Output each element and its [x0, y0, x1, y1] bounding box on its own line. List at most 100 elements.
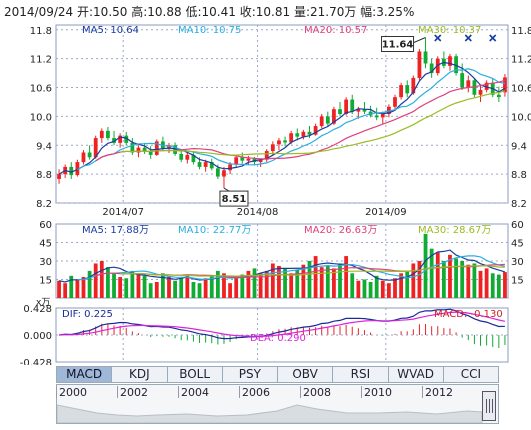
- candle-body: [417, 51, 422, 78]
- quote-header: 2014/09/24 开:10.50 高:10.88 低:10.41 收:10.…: [4, 3, 414, 20]
- candle-body: [319, 116, 324, 127]
- high-label: 高:: [131, 5, 148, 19]
- volume-tick-right: 30: [511, 257, 524, 268]
- candle-body: [191, 154, 196, 163]
- volume-bar: [258, 273, 263, 298]
- volume-bar: [179, 278, 184, 298]
- low-callout-label: 8.51: [222, 194, 247, 205]
- volume-bar: [93, 263, 98, 298]
- volume-bar: [325, 265, 330, 298]
- volume-bar: [313, 256, 318, 298]
- candle-body: [332, 109, 336, 124]
- candle-body: [374, 115, 379, 118]
- dif-line: [59, 308, 505, 340]
- volume-value: 21.70万: [309, 5, 357, 19]
- candle-body: [423, 51, 428, 64]
- timeline-year-tick: [422, 386, 423, 398]
- volume-bar: [209, 275, 214, 298]
- macd-tick-left: 0.428: [23, 304, 52, 315]
- price-tick-left: 11.2: [30, 55, 52, 66]
- candle-body: [185, 154, 190, 160]
- volume-bar: [423, 233, 428, 298]
- candle-body: [496, 94, 501, 98]
- volume-bar: [295, 269, 300, 298]
- volume-bar: [448, 254, 452, 298]
- volume-tick-right: 15: [511, 276, 524, 287]
- low-value: 10.41: [201, 5, 236, 19]
- price-tick-left: 10.0: [30, 112, 52, 123]
- volume-ma10-line: [77, 255, 506, 281]
- close-value: 10.81: [255, 5, 291, 19]
- quote-date: 2014/09/24: [4, 5, 74, 19]
- tab-boll[interactable]: BOLL: [168, 367, 223, 382]
- tab-rsi[interactable]: RSI: [333, 367, 389, 382]
- candle-body: [154, 141, 159, 155]
- volume-bar: [399, 273, 404, 298]
- candle-body: [460, 73, 465, 88]
- high-value: 10.88: [147, 5, 182, 19]
- low-label: 低:: [185, 5, 202, 19]
- candle-body: [106, 130, 110, 139]
- price-panel-frame: [55, 24, 509, 204]
- volume-legend-ma10: MA10: 22.77万: [178, 225, 251, 236]
- volume-bar: [167, 277, 171, 298]
- stock-chart[interactable]: 11.8 11.8 11.2 11.2 10.6 10.6 10.0 10.0 9.4 9.4 8.…: [0, 0, 531, 365]
- candle-body: [160, 141, 165, 149]
- candle-body: [393, 97, 397, 107]
- volume-bar: [246, 270, 251, 298]
- timeline-years: 2000 2002 2004 2006 2008 2010 2012: [56, 386, 498, 399]
- tab-psy[interactable]: PSY: [223, 367, 278, 382]
- candle-body: [234, 157, 239, 165]
- high-callout-label: 11.64: [382, 40, 414, 51]
- candle-body: [215, 168, 220, 177]
- x-tick-label: 2014/07: [102, 207, 144, 218]
- volume-bar: [240, 274, 245, 298]
- price-legend-ma5: MA5: 10.64: [82, 25, 139, 36]
- volume-bar: [368, 281, 373, 298]
- volume-bar: [112, 273, 116, 298]
- candle-body: [130, 142, 135, 153]
- event-marker: [434, 34, 442, 42]
- volume-tick-right: 45: [511, 239, 524, 250]
- tab-macd[interactable]: MACD: [57, 367, 113, 382]
- timeline-navigator[interactable]: 2000 2002 2004 2006 2008 2010 2012: [56, 384, 499, 424]
- volume-unit-label: x万: [36, 298, 50, 308]
- timeline-range-handle[interactable]: [482, 391, 496, 421]
- volume-bar: [228, 283, 232, 298]
- volume-bar: [81, 277, 86, 298]
- candle-body: [142, 147, 147, 152]
- volume-bar: [87, 270, 92, 298]
- volume-bar: [350, 273, 355, 298]
- candle-body: [356, 109, 361, 112]
- volume-bar: [118, 277, 123, 298]
- volume-bar: [374, 275, 379, 298]
- candle-body: [472, 80, 477, 95]
- candle-body: [240, 157, 245, 161]
- tab-cci[interactable]: CCI: [460, 367, 482, 381]
- price-tick-left: 11.8: [30, 26, 52, 37]
- tab-kdj[interactable]: KDJ: [112, 367, 168, 382]
- price-tick-left: 10.6: [30, 84, 52, 95]
- ma30-line: [120, 90, 506, 156]
- price-tick-left: 9.4: [36, 141, 52, 152]
- volume-bar: [319, 267, 324, 298]
- tab-wvad[interactable]: WVAD: [389, 367, 444, 382]
- volume-bar: [454, 258, 458, 298]
- candle-body: [283, 140, 287, 143]
- tab-obv[interactable]: OBV: [278, 367, 334, 382]
- candle-body: [289, 133, 294, 143]
- price-tick-right: 10.6: [511, 84, 531, 95]
- volume-bar: [142, 275, 147, 298]
- price-legend-ma10: MA10: 10.75: [178, 25, 241, 36]
- volume-legend-ma30: MA30: 28.67万: [418, 225, 491, 236]
- candle-body: [313, 126, 318, 135]
- candle-body: [87, 152, 92, 158]
- volume-bar: [429, 248, 434, 298]
- candle-body: [173, 145, 178, 154]
- volume-bar: [466, 264, 471, 298]
- volume-bar: [234, 278, 239, 298]
- volume-bar: [215, 270, 220, 298]
- candle-body: [448, 56, 452, 66]
- price-tick-right: 9.4: [511, 141, 527, 152]
- candle-body: [270, 144, 275, 152]
